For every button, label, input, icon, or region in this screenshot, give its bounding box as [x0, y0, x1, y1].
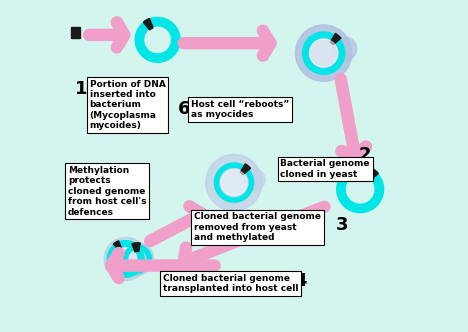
- Circle shape: [104, 237, 147, 281]
- Circle shape: [309, 39, 338, 67]
- Text: Cloned bacterial genome
removed from yeast
and methylated: Cloned bacterial genome removed from yea…: [194, 212, 321, 242]
- Wedge shape: [240, 164, 250, 175]
- Wedge shape: [330, 34, 341, 45]
- Circle shape: [221, 170, 247, 196]
- Circle shape: [121, 243, 154, 275]
- Text: Bacterial genome
cloned in yeast: Bacterial genome cloned in yeast: [280, 159, 370, 179]
- Text: 2: 2: [358, 146, 371, 164]
- Text: Portion of DNA
inserted into
bacterium
(Mycoplasma
mycoides): Portion of DNA inserted into bacterium (…: [89, 80, 166, 130]
- Circle shape: [206, 154, 262, 211]
- Text: Host cell “reboots”
as myocides: Host cell “reboots” as myocides: [191, 100, 289, 119]
- Circle shape: [115, 248, 136, 270]
- Bar: [71, 27, 80, 38]
- Text: 6: 6: [177, 100, 190, 118]
- Text: Methylation
protects
cloned genome
from host cell's
defences: Methylation protects cloned genome from …: [68, 166, 146, 216]
- Circle shape: [295, 25, 352, 81]
- Text: 1: 1: [74, 80, 87, 98]
- Text: 4: 4: [294, 272, 306, 290]
- Text: 3: 3: [336, 216, 349, 234]
- Circle shape: [333, 37, 357, 61]
- Wedge shape: [143, 19, 153, 30]
- Text: 5: 5: [106, 166, 119, 184]
- Wedge shape: [367, 169, 378, 180]
- Text: Cloned bacterial genome
transplanted into host cell: Cloned bacterial genome transplanted int…: [162, 274, 298, 293]
- Wedge shape: [113, 241, 122, 251]
- Circle shape: [244, 169, 265, 191]
- Wedge shape: [132, 243, 140, 252]
